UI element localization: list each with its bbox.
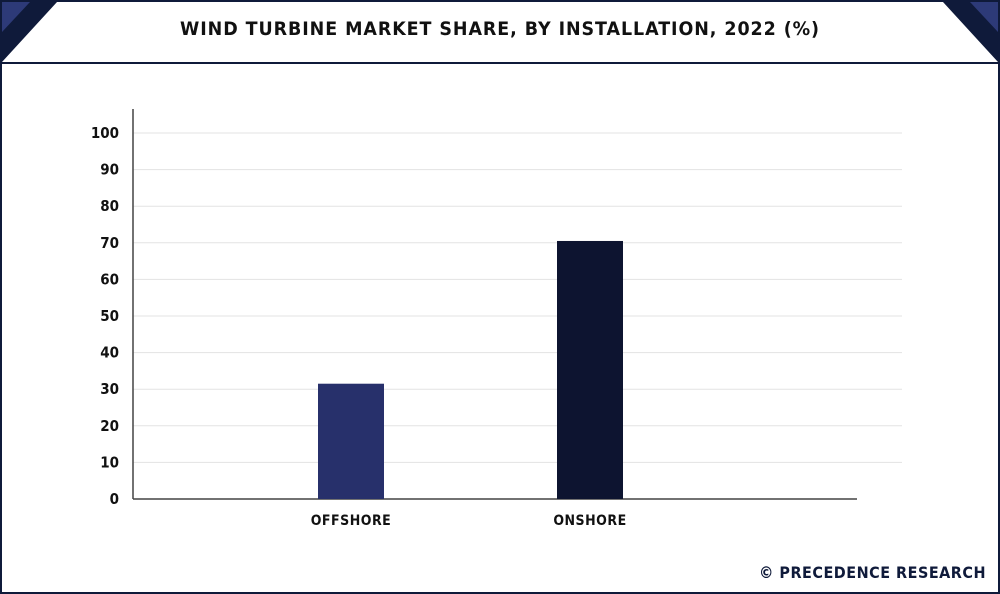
y-tick-label: 10 (100, 453, 119, 471)
x-category-label: OFFSHORE (311, 513, 392, 529)
y-tick-label: 90 (100, 161, 119, 179)
title-banner: WIND TURBINE MARKET SHARE, BY INSTALLATI… (2, 2, 998, 64)
y-tick-label: 30 (100, 380, 119, 398)
bar-offshore (318, 383, 384, 499)
banner-corner-left-accent (2, 2, 30, 32)
bar-onshore (557, 240, 623, 499)
chart-title: WIND TURBINE MARKET SHARE, BY INSTALLATI… (180, 18, 820, 40)
y-tick-label: 70 (100, 234, 119, 252)
y-tick-label: 50 (100, 307, 119, 325)
y-tick-label: 20 (100, 417, 119, 435)
y-tick-label: 100 (91, 124, 119, 142)
brand-watermark: © PRECEDENCE RESEARCH (759, 563, 986, 582)
x-category-label: ONSHORE (553, 513, 626, 529)
banner-corner-right-accent (970, 2, 998, 32)
y-tick-label: 80 (100, 197, 119, 215)
y-tick-label: 40 (100, 344, 119, 362)
y-tick-label: 0 (110, 490, 119, 508)
y-tick-label: 60 (100, 270, 119, 288)
